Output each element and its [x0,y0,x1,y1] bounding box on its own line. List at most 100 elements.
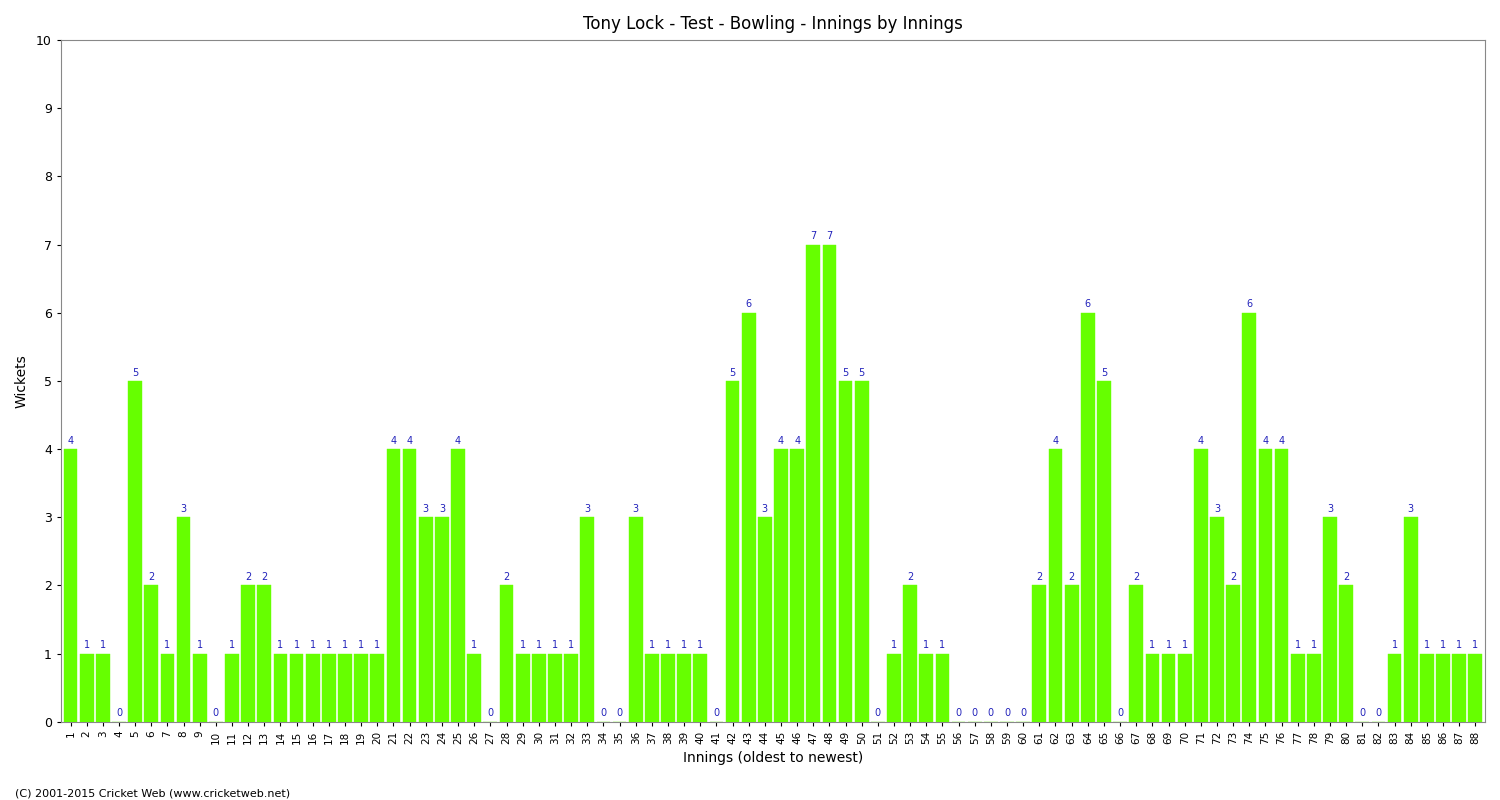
Bar [1210,518,1224,722]
Text: 1: 1 [84,640,90,650]
Text: 2: 2 [244,572,252,582]
Bar [1242,313,1256,722]
Bar [1340,586,1353,722]
Bar [678,654,692,722]
Bar [404,449,417,722]
Text: 5: 5 [729,367,735,378]
Bar [839,381,852,722]
Text: 2: 2 [261,572,267,582]
Text: 0: 0 [714,708,720,718]
Bar [452,449,465,722]
Bar [1436,654,1450,722]
Text: 0: 0 [972,708,978,718]
Text: 0: 0 [1376,708,1382,718]
Text: 7: 7 [827,231,833,242]
Text: 1: 1 [1392,640,1398,650]
Bar [1292,654,1305,722]
Text: 4: 4 [1053,436,1059,446]
Text: 1: 1 [196,640,202,650]
Text: 1: 1 [681,640,687,650]
Bar [790,449,804,722]
Bar [63,449,78,722]
Text: 3: 3 [1328,504,1334,514]
Text: 1: 1 [1311,640,1317,650]
Bar [886,654,902,722]
Text: 1: 1 [536,640,542,650]
Text: 3: 3 [180,504,186,514]
Text: 3: 3 [762,504,768,514]
Text: 0: 0 [213,708,219,718]
Text: 6: 6 [746,299,752,310]
Text: 5: 5 [132,367,138,378]
Bar [516,654,530,722]
Bar [774,449,788,722]
Bar [435,518,448,722]
Y-axis label: Wickets: Wickets [15,354,28,408]
Text: 4: 4 [68,436,74,446]
Text: 4: 4 [794,436,800,446]
Bar [1306,654,1320,722]
Text: 1: 1 [1182,640,1188,650]
Bar [1226,586,1240,722]
Bar [564,654,578,722]
Bar [726,381,740,722]
Bar [177,518,190,722]
Bar [258,586,272,722]
Bar [1194,449,1208,722]
Text: 4: 4 [454,436,460,446]
Text: 1: 1 [650,640,656,650]
Bar [903,586,916,722]
Bar [1048,449,1062,722]
Text: 2: 2 [1230,572,1236,582]
Text: 5: 5 [843,367,849,378]
Bar [225,654,238,722]
Text: 1: 1 [342,640,348,650]
Text: 0: 0 [1359,708,1365,718]
Bar [96,654,109,722]
Bar [1130,586,1143,722]
Text: 0: 0 [600,708,606,718]
Text: 4: 4 [1278,436,1284,446]
Text: 1: 1 [309,640,316,650]
Bar [80,654,93,722]
Text: 1: 1 [939,640,945,650]
Text: 2: 2 [1342,572,1350,582]
Bar [822,245,837,722]
Text: 3: 3 [1214,504,1219,514]
Bar [1388,654,1401,722]
Bar [1275,449,1288,722]
Text: 1: 1 [294,640,300,650]
Text: 2: 2 [908,572,914,582]
Text: 1: 1 [924,640,930,650]
Text: 4: 4 [1198,436,1204,446]
Text: 1: 1 [165,640,171,650]
Bar [160,654,174,722]
Text: 0: 0 [874,708,880,718]
Bar [129,381,142,722]
Text: 6: 6 [1246,299,1252,310]
Text: 4: 4 [1263,436,1269,446]
Bar [1258,449,1272,722]
Bar [936,654,950,722]
Text: 3: 3 [633,504,639,514]
Bar [1404,518,1417,722]
Text: 1: 1 [1456,640,1462,650]
Text: (C) 2001-2015 Cricket Web (www.cricketweb.net): (C) 2001-2015 Cricket Web (www.cricketwe… [15,788,290,798]
Text: 2: 2 [148,572,154,582]
Bar [306,654,320,722]
Bar [1065,586,1078,722]
Bar [290,654,303,722]
Bar [645,654,658,722]
Text: 1: 1 [278,640,284,650]
Bar [1468,654,1482,722]
Bar [1082,313,1095,722]
Text: 0: 0 [956,708,962,718]
Bar [1178,654,1191,722]
Bar [758,518,771,722]
Title: Tony Lock - Test - Bowling - Innings by Innings: Tony Lock - Test - Bowling - Innings by … [584,15,963,33]
Text: 1: 1 [375,640,381,650]
Bar [628,518,642,722]
Text: 3: 3 [423,504,429,514]
Text: 1: 1 [326,640,332,650]
Text: 1: 1 [1149,640,1155,650]
